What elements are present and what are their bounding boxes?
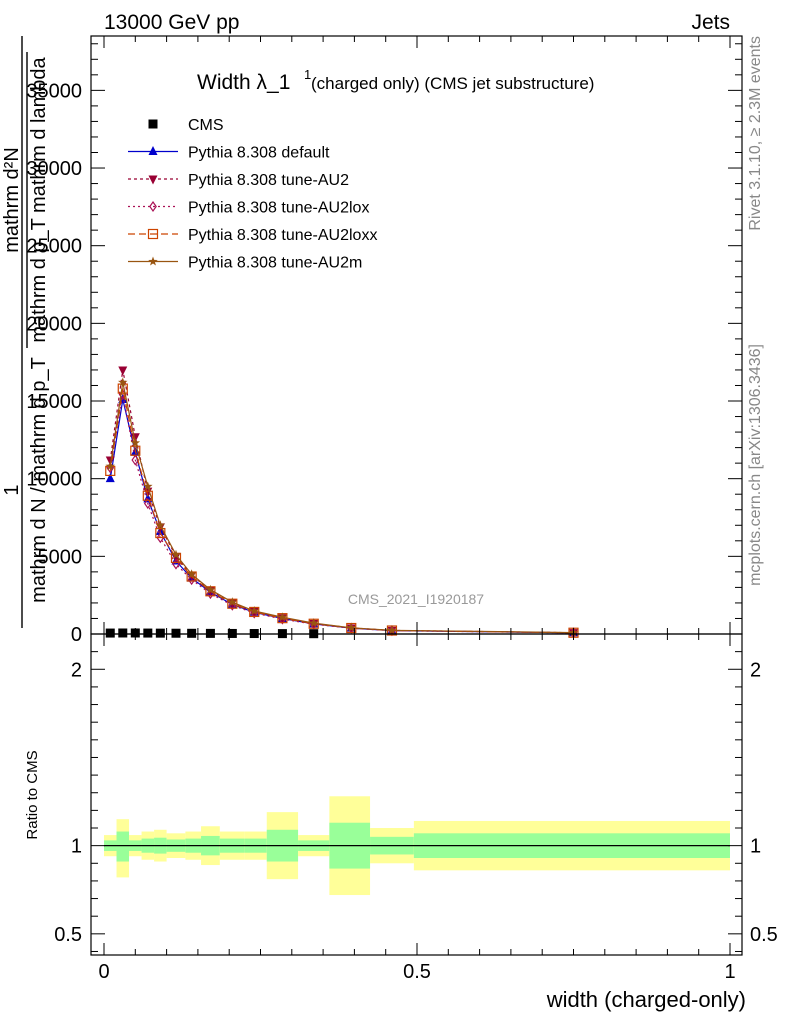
main-panel: CMS_2021_I1920187 0 5000 10000 15000 20000 250… (1, 35, 743, 646)
series-5-point-11 (308, 618, 319, 628)
series-5-point-6 (186, 569, 197, 579)
legend-marker-3 (149, 200, 157, 213)
ratio-y-tick-label-right-2: 2 (750, 659, 761, 681)
series-0 (105, 628, 319, 639)
ratio-y-tick-label-right-0: 0.5 (750, 924, 778, 946)
legend-marker-4 (147, 228, 159, 240)
legend: CMS Pythia 8.308 default Pythia 8.308 tune… (128, 117, 377, 272)
ratio-frame (90, 633, 743, 956)
series-0-point-6 (187, 628, 197, 638)
series-5-point-12 (346, 622, 357, 632)
series-line-3 (109, 394, 574, 634)
series-4-point-2 (130, 445, 141, 456)
main-y-tick-label-1: 5000 (38, 546, 83, 568)
legend-item-0: CMS (148, 117, 224, 134)
x-ticks: 0 0.5 1 (98, 36, 736, 983)
legend-marker-1 (148, 146, 158, 155)
chart-title-suffix: (charged only) (CMS jet substructure) (311, 74, 594, 93)
legend-marker-0 (148, 119, 158, 129)
series-line-2 (109, 369, 574, 634)
series-0-point-5 (171, 628, 181, 638)
legend-label-2: Pythia 8.308 tune-AU2 (188, 172, 349, 189)
ratio-y-axis-label: Ratio to CMS (24, 750, 41, 839)
y-label-prefix-denominator: mathrm d N / mathrm d p_T (28, 357, 50, 603)
series-3 (106, 389, 578, 639)
series-2 (105, 366, 578, 639)
legend-item-3: Pythia 8.308 tune-AU2lox (128, 200, 369, 217)
series-1 (105, 393, 578, 637)
legend-item-4: Pythia 8.308 tune-AU2loxx (128, 227, 377, 244)
series-line-4 (109, 388, 574, 634)
series-0-point-0 (105, 628, 115, 638)
main-y-tick-label-0: 0 (71, 624, 82, 646)
series-4 (105, 383, 579, 638)
y-label-denominator: mathrm d p_T mathrm d lambda (28, 56, 50, 342)
main-y-tick-label-6: 30000 (26, 158, 82, 180)
legend-marker-2 (148, 175, 158, 185)
ratio-y-tick-label-left-1: 1 (71, 836, 82, 858)
series-4-point-3 (142, 490, 153, 501)
ratio-y-tick-label-left-0: 0.5 (54, 924, 82, 946)
legend-marker-5 (148, 256, 158, 266)
series-line-1 (109, 399, 574, 634)
main-y-axis-label: 1 mathrm d²N mathrm d p_T mathrm d lambda m… (1, 36, 50, 628)
series-5-point-4 (155, 520, 166, 530)
series-line-5 (109, 382, 574, 634)
main-y-tick-label-4: 20000 (26, 313, 82, 335)
ratio-y-tick-label-right-1: 1 (750, 836, 761, 858)
series-1-point-0 (105, 473, 115, 483)
legend-label-3: Pythia 8.308 tune-AU2lox (188, 200, 369, 217)
legend-item-5: Pythia 8.308 tune-AU2m (128, 255, 362, 272)
rivet-version-label: Rivet 3.1.10, ≥ 2.3M events (747, 36, 764, 231)
series-5-point-8 (227, 597, 238, 607)
header-analysis-label: Jets (691, 11, 730, 34)
x-tick-label-2: 1 (724, 961, 735, 983)
main-y-tick-label-3: 15000 (26, 391, 82, 413)
main-y-tick-label-2: 10000 (26, 469, 82, 491)
main-y-ticks: 0 5000 10000 15000 20000 25000 30000 35000 (26, 43, 742, 646)
series-5-point-1 (118, 377, 128, 387)
ratio-inner-band-1 (116, 831, 130, 862)
legend-label-4: Pythia 8.308 tune-AU2loxx (188, 227, 377, 244)
ratio-y-tick-label-left-2: 2 (71, 659, 82, 681)
series-5 (105, 377, 579, 637)
header-collision-label: 13000 GeV pp (104, 11, 239, 34)
y-label-one: 1 (1, 484, 23, 495)
chart-title: Width λ_1 1 (charged only) (CMS jet subst… (197, 67, 594, 94)
series-5-point-7 (205, 584, 216, 594)
series-0-point-7 (205, 628, 215, 638)
series-5-point-2 (130, 437, 141, 447)
series-0-point-4 (155, 628, 165, 638)
series-0-point-3 (143, 628, 153, 638)
x-axis-label: width (charged-only) (546, 987, 746, 1012)
legend-label-0: CMS (188, 117, 224, 134)
legend-label-5: Pythia 8.308 tune-AU2m (188, 255, 362, 272)
series-2-point-1 (118, 366, 128, 376)
series-2-point-2 (130, 433, 140, 443)
legend-item-2: Pythia 8.308 tune-AU2 (128, 172, 349, 189)
main-y-tick-label-7: 35000 (26, 80, 82, 102)
x-tick-label-0: 0 (98, 961, 109, 983)
series-5-point-5 (171, 549, 181, 559)
series-5-point-10 (277, 612, 288, 622)
legend-label-1: Pythia 8.308 default (188, 145, 330, 162)
series-5-point-13 (387, 625, 397, 635)
ratio-y-ticks: 0.5 0.5 1 1 2 2 (54, 651, 778, 952)
series-5-point-0 (105, 461, 116, 471)
watermark: CMS_2021_I1920187 (348, 591, 484, 607)
legend-item-1: Pythia 8.308 default (128, 145, 330, 162)
chart-title-superscript: 1 (304, 67, 311, 82)
y-label-numerator: mathrm d²N (1, 147, 23, 253)
chart-title-main: Width λ_1 (197, 71, 290, 94)
x-tick-label-1: 0.5 (403, 961, 431, 983)
mcplots-reference-label: mcplots.cern.ch [arXiv:1306.3436] (747, 344, 764, 586)
series-5-point-9 (249, 606, 259, 616)
series-0-point-1 (118, 628, 128, 638)
main-y-tick-label-5: 25000 (26, 236, 82, 258)
series-5-point-3 (143, 481, 153, 491)
